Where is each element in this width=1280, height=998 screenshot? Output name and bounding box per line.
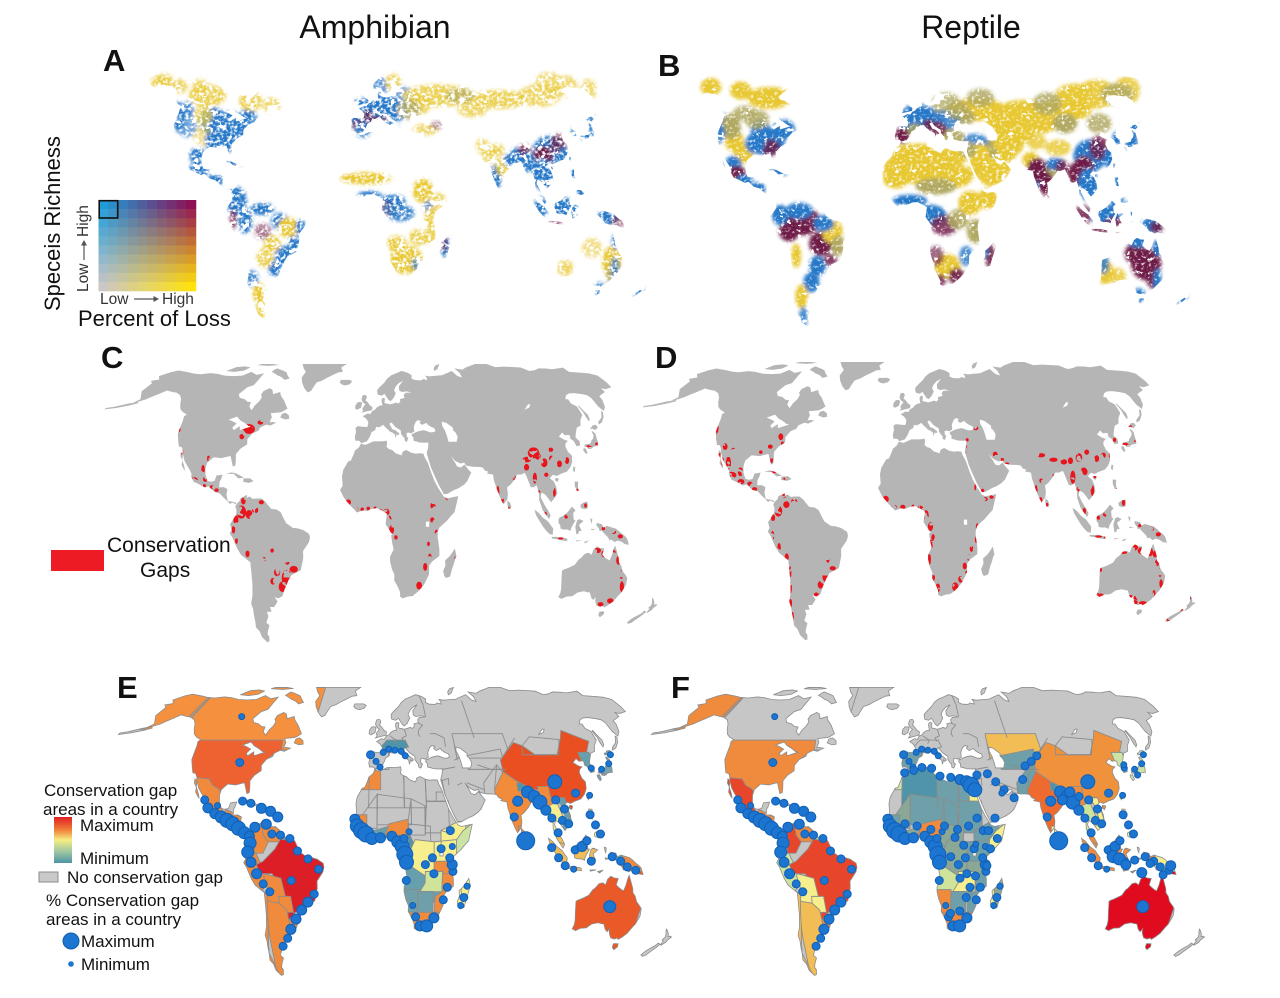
svg-text:Conservation gap: Conservation gap: [44, 781, 177, 800]
svg-text:High: High: [75, 205, 92, 237]
svg-text:A: A: [103, 43, 125, 78]
svg-text:High: High: [162, 291, 194, 308]
svg-text:Reptile: Reptile: [921, 9, 1021, 45]
svg-text:% Conservation gap: % Conservation gap: [46, 891, 199, 910]
svg-text:Amphibian: Amphibian: [299, 9, 450, 45]
svg-text:Low: Low: [100, 291, 129, 308]
svg-text:Gaps: Gaps: [140, 559, 190, 582]
svg-text:Speceis Richness: Speceis Richness: [40, 136, 65, 311]
svg-text:C: C: [101, 340, 123, 375]
svg-text:Conservation: Conservation: [107, 534, 231, 557]
svg-text:E: E: [117, 670, 138, 705]
svg-text:B: B: [658, 48, 680, 83]
svg-text:areas in a country: areas in a country: [46, 910, 182, 929]
svg-text:Minimum: Minimum: [80, 849, 149, 868]
svg-text:No conservation gap: No conservation gap: [67, 868, 223, 887]
svg-text:Minimum: Minimum: [81, 955, 150, 974]
svg-text:Maximum: Maximum: [80, 816, 154, 835]
svg-text:F: F: [671, 670, 690, 705]
svg-text:Maximum: Maximum: [81, 932, 155, 951]
svg-text:Low: Low: [75, 263, 92, 292]
svg-text:areas in a country: areas in a country: [43, 800, 179, 819]
svg-text:D: D: [655, 340, 677, 375]
svg-text:Percent of Loss: Percent of Loss: [78, 306, 231, 331]
